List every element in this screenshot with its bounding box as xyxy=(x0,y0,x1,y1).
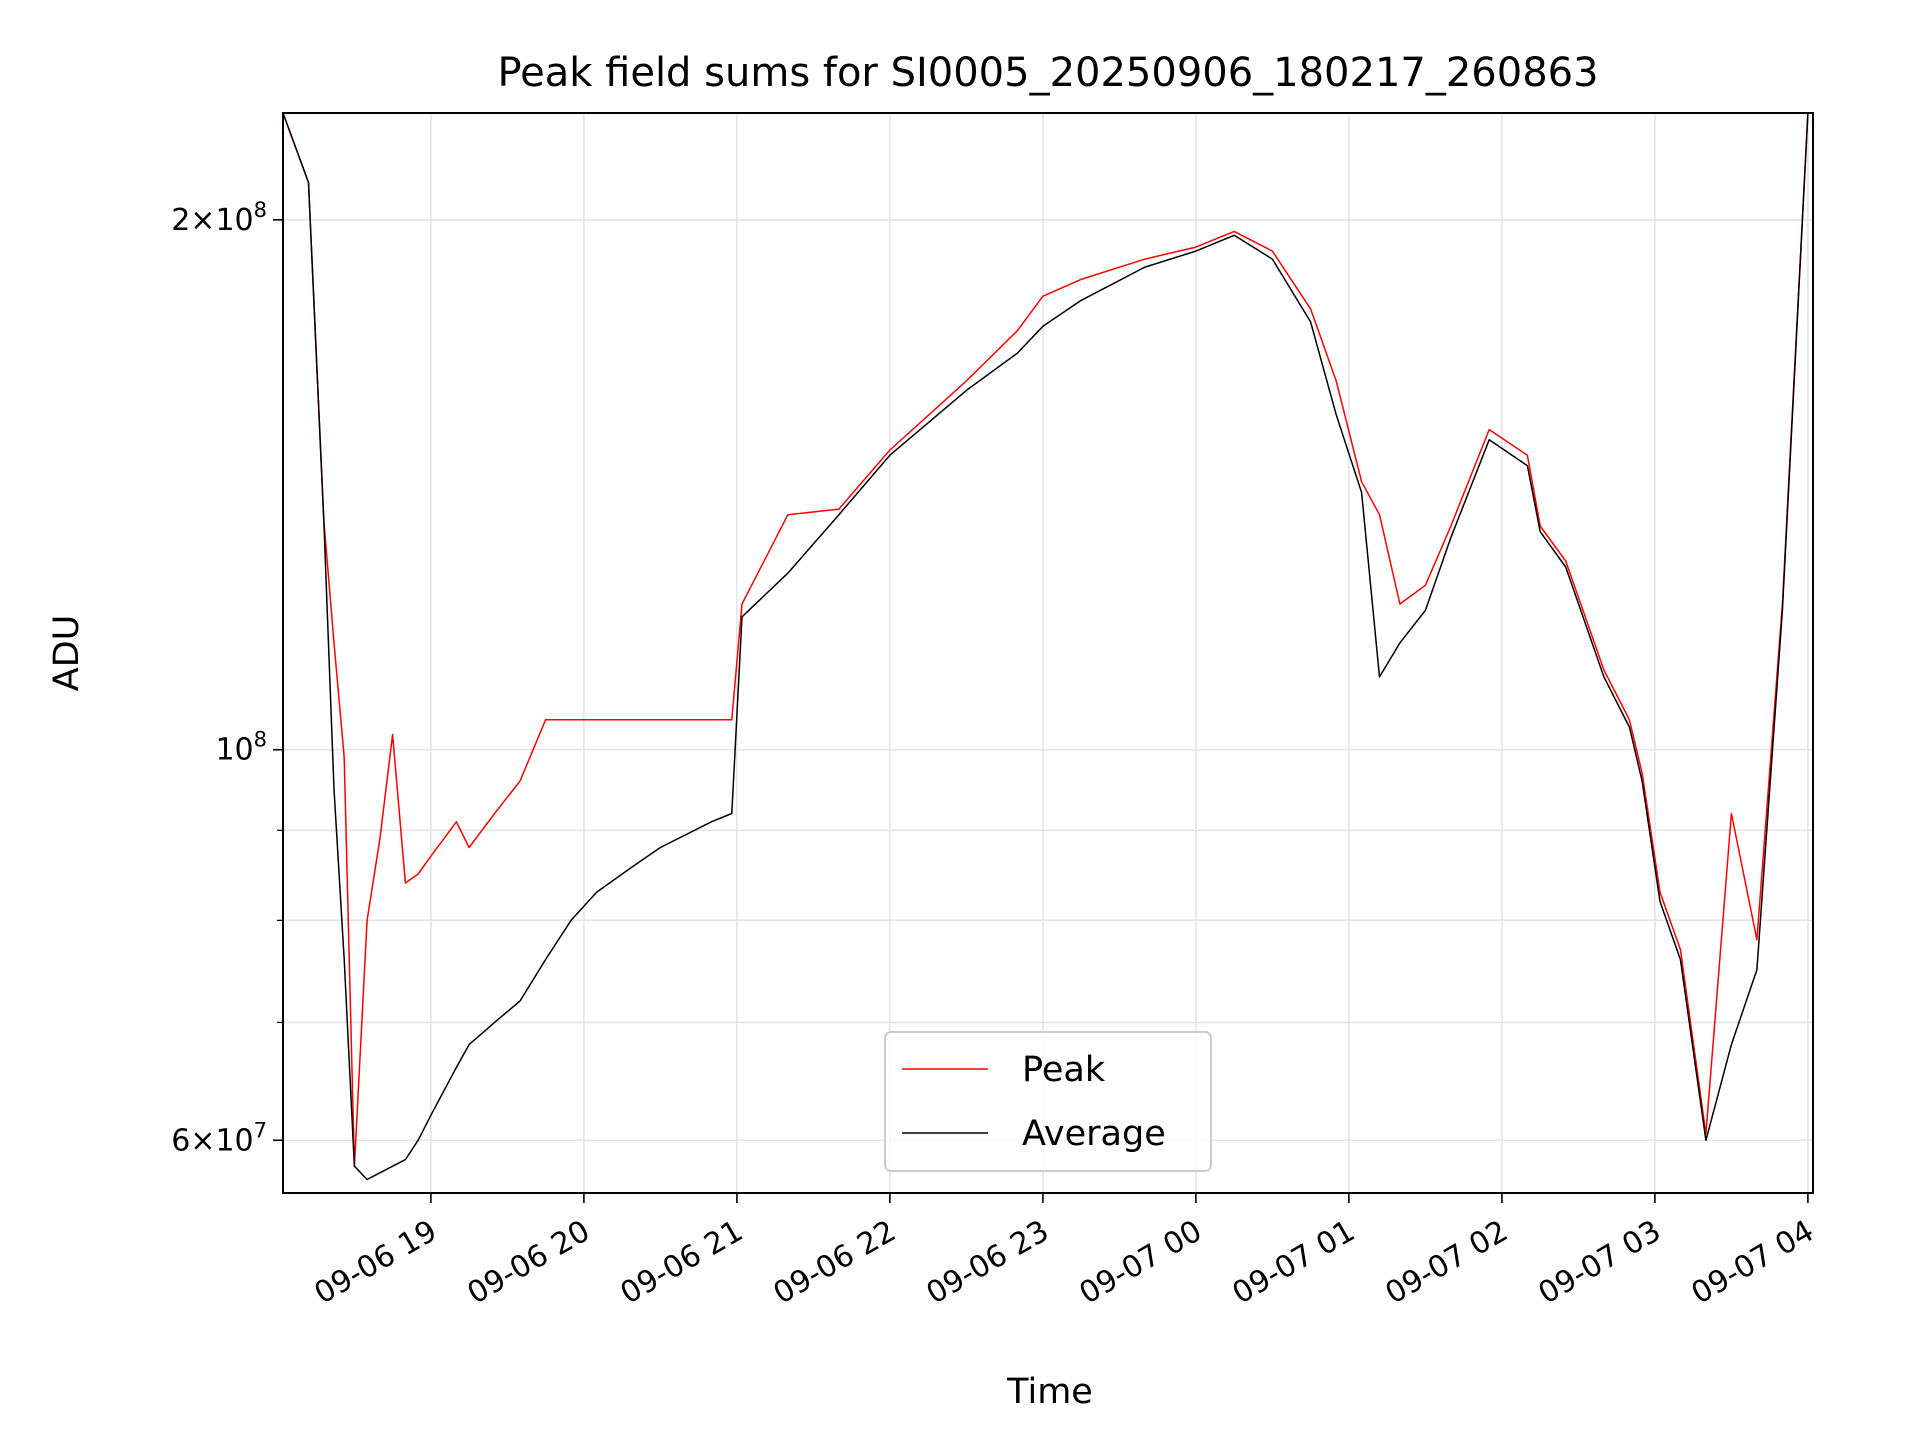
legend: Peak Average xyxy=(884,1031,1212,1172)
series-lines xyxy=(283,113,1813,1181)
y-tick-label: 108 xyxy=(215,728,267,768)
y-tick-label: 2×108 xyxy=(171,198,267,238)
plot-area-frame xyxy=(282,112,1814,1194)
legend-average-label: Average xyxy=(1022,1114,1166,1154)
y-axis-ticks: 2×108 108 6×107 xyxy=(171,198,283,1158)
chart-title: Peak field sums for SI0005_20250906_1802… xyxy=(497,50,1598,96)
legend-peak-label: Peak xyxy=(1022,1050,1106,1090)
legend-box xyxy=(884,1031,1212,1172)
peak-series-line xyxy=(283,113,1813,1167)
grid-lines xyxy=(283,113,1813,1193)
y-tick-label: 6×107 xyxy=(171,1118,267,1158)
y-axis-label: ADU xyxy=(47,615,87,692)
x-axis-label: Time xyxy=(1006,1372,1093,1412)
average-series-line xyxy=(283,113,1813,1181)
